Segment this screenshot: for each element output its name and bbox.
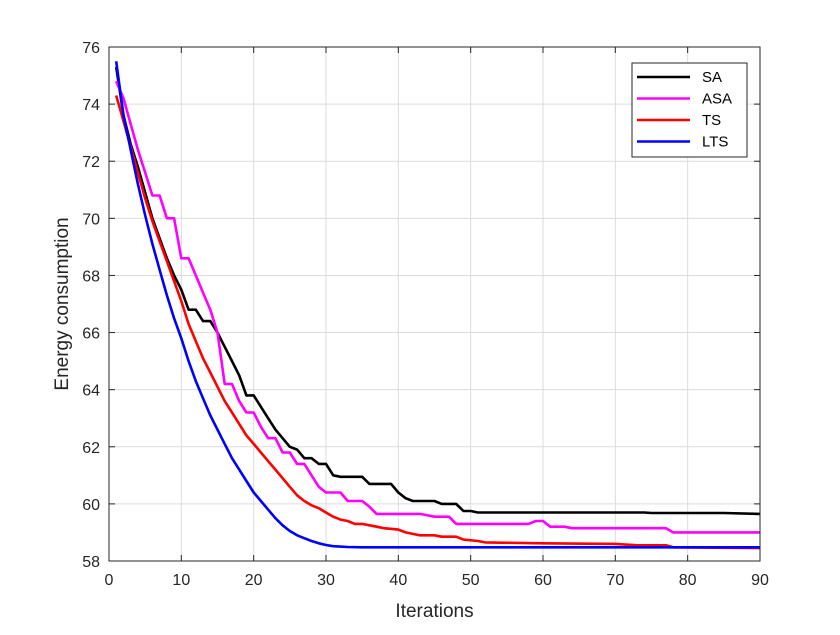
legend: SA ASA TS LTS (631, 62, 748, 158)
y-tick-label: 62 (82, 440, 100, 457)
y-tick-label: 66 (82, 326, 100, 343)
y-tick-label: 76 (82, 40, 100, 57)
legend-label-ts: TS (702, 112, 721, 129)
x-tick-label: 70 (606, 572, 624, 589)
y-tick-label: 72 (82, 154, 100, 171)
x-tick-label: 90 (751, 572, 769, 589)
x-tick-label: 10 (172, 572, 190, 589)
x-tick-label: 30 (317, 572, 335, 589)
y-axis-label: Energy consumption (52, 217, 73, 390)
y-tick-label: 64 (82, 383, 100, 400)
series-line-asa (115, 80, 760, 534)
y-tick-label: 74 (82, 97, 100, 114)
x-tick-label: 20 (245, 572, 263, 589)
x-tick-label: 80 (679, 572, 697, 589)
legend-label-asa: ASA (702, 91, 732, 108)
x-tick-label: 60 (534, 572, 552, 589)
y-tick-label: 60 (82, 497, 100, 514)
y-tick-label: 68 (82, 268, 100, 285)
x-axis-label: Iterations (395, 601, 473, 622)
y-tick-label: 58 (82, 554, 100, 571)
series-line-lts (114, 61, 760, 549)
series-line-ts (114, 95, 761, 550)
legend-label-lts: LTS (702, 134, 728, 151)
plot-area-frame (108, 46, 761, 562)
x-tick-label: 50 (462, 572, 480, 589)
legend-label-sa: SA (702, 69, 722, 86)
x-tick-label: 0 (105, 572, 114, 589)
series-lines (114, 61, 761, 550)
axis-ticks: 0 10 20 30 40 50 60 70 80 90 58 60 62 64 66 68 70 72 74 76 (82, 40, 769, 589)
series-line-sa (114, 66, 761, 516)
x-tick-label: 40 (389, 572, 407, 589)
y-tick-label: 70 (82, 211, 100, 228)
